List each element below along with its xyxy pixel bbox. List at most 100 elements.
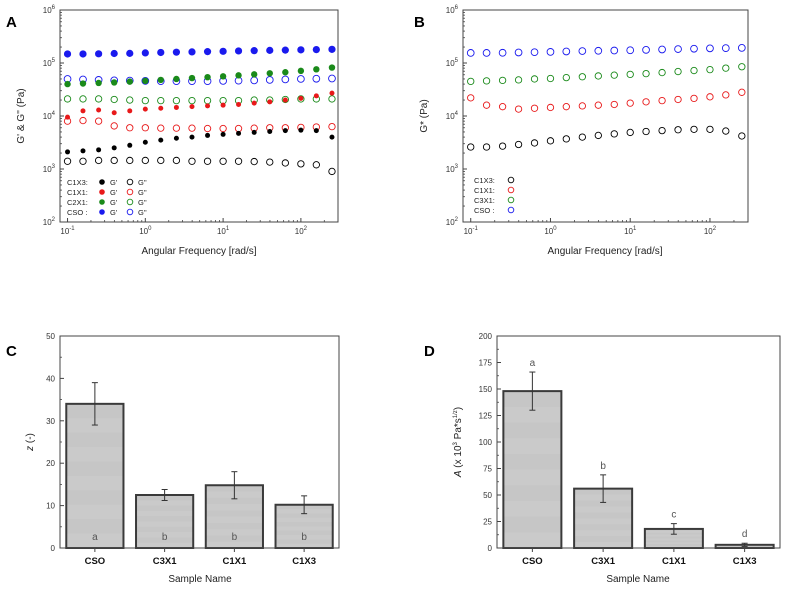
bar-band (67, 447, 123, 462)
y-tick-label: 175 (479, 359, 493, 368)
data-point (594, 46, 603, 55)
data-point (188, 96, 196, 105)
bar (135, 494, 195, 549)
significance-letter: b (301, 532, 307, 543)
data-point (738, 132, 746, 140)
data-point (189, 104, 195, 110)
legend-open-label: G'' (138, 188, 147, 197)
data-point (328, 122, 336, 131)
data-point (282, 128, 288, 134)
bar-group: a (502, 358, 563, 549)
bar-group: d (714, 529, 775, 550)
data-point (312, 161, 320, 169)
series-c1x1-g- (65, 90, 335, 120)
panel-b-frame (462, 9, 749, 223)
data-point (63, 95, 72, 103)
data-point (126, 124, 134, 132)
bar-band (137, 510, 193, 517)
data-point (313, 128, 319, 134)
panel-b-y-ticks: 102 103 104 105 106 (446, 5, 467, 227)
data-point (610, 71, 618, 79)
panel-b-y-axis-title: G* (Pa) (419, 99, 430, 132)
legend-filled-marker (99, 189, 105, 195)
data-point (219, 157, 227, 165)
bar-band (276, 517, 332, 523)
panel-b-x-ticks: 10-1 100 101 102 (464, 218, 749, 236)
legend-open-marker (507, 196, 515, 204)
data-point (79, 50, 87, 58)
data-point (658, 126, 666, 135)
x-tick-label: 100 (544, 226, 557, 236)
data-point (250, 76, 259, 85)
panel-d-label: D (424, 343, 435, 360)
data-point (706, 44, 714, 53)
legend-open-label: G'' (138, 198, 147, 207)
data-point (172, 48, 181, 56)
panel-d-x-ticks: CSO C3X1 C1X1 C1X3 (522, 548, 757, 567)
data-point (690, 66, 698, 75)
data-point (594, 131, 602, 140)
data-point (738, 88, 746, 96)
y-tick-label: 125 (479, 412, 493, 421)
data-point (157, 156, 165, 165)
data-point (79, 157, 87, 165)
x-tick-label: 101 (624, 226, 637, 236)
data-point (578, 73, 586, 81)
data-point (189, 134, 195, 140)
significance-letter: b (232, 532, 238, 543)
data-point (514, 48, 523, 57)
data-point (514, 140, 523, 149)
data-point (706, 125, 714, 133)
x-tick-label: 100 (139, 226, 152, 236)
data-point (610, 100, 618, 109)
data-point (203, 157, 212, 165)
bar-band (67, 533, 123, 548)
legend-filled-marker (99, 179, 105, 185)
y-tick-label: 10 (46, 502, 55, 511)
series-c1x3-g- (65, 127, 335, 155)
panel-d-x-axis-title: Sample Name (606, 574, 670, 585)
series-c1x3-g- (63, 156, 336, 176)
data-point (626, 99, 634, 107)
bar-group: b (204, 471, 264, 549)
legend-open-label: G'' (138, 178, 147, 187)
legend-sample-label: CSO : (67, 208, 87, 217)
panel-a-label: A (6, 14, 17, 31)
series-cso-g- (466, 44, 746, 57)
panel-a-y-axis-title: G' & G'' (Pa) (16, 88, 27, 143)
data-point (204, 73, 211, 81)
data-point (158, 105, 164, 111)
data-point (642, 69, 650, 78)
data-point (467, 143, 475, 151)
data-point (220, 131, 226, 137)
data-point (626, 70, 634, 79)
data-point (467, 94, 475, 102)
data-point (266, 46, 274, 54)
data-point (642, 127, 650, 136)
data-point (250, 157, 258, 166)
data-point (141, 96, 149, 105)
data-point (126, 96, 134, 104)
data-point (562, 135, 570, 143)
data-point (203, 48, 212, 56)
data-point (466, 49, 475, 57)
data-point (236, 101, 242, 107)
data-point (626, 46, 635, 55)
panel-b-data-points (466, 44, 746, 151)
y-tick-label: 100 (479, 438, 493, 447)
legend-open-marker (507, 206, 515, 214)
data-point (281, 95, 289, 104)
data-point (157, 48, 165, 57)
data-point (158, 137, 164, 143)
y-tick-label: 50 (483, 491, 492, 500)
series-c2x1-g- (64, 64, 336, 88)
data-point (173, 104, 179, 110)
data-point (658, 45, 666, 54)
y-tick-label: 105 (446, 58, 459, 68)
data-point (297, 75, 305, 83)
data-point (328, 74, 336, 83)
data-point (642, 46, 650, 54)
legend-entry: C1X3: G' G'' (67, 178, 147, 187)
legend-entry: C1X1: G' G'' (67, 188, 147, 197)
bar-band (645, 534, 702, 537)
